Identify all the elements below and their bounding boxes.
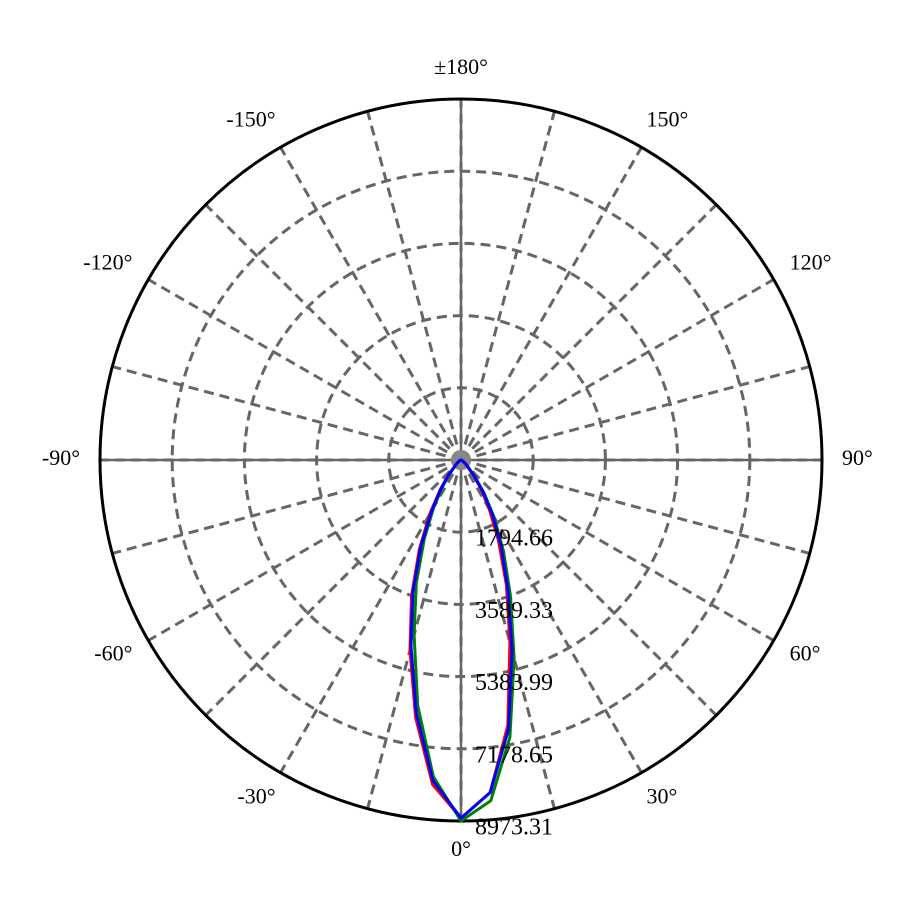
spoke: [204, 203, 463, 462]
grid-ring: [242, 241, 680, 679]
grid-ring: [170, 169, 752, 751]
spoke: [459, 458, 718, 717]
theta-tick-label: 30°: [647, 784, 678, 809]
spoke: [147, 458, 462, 642]
theta-tick-label: 120°: [790, 250, 832, 275]
spoke: [111, 458, 462, 555]
theta-tick-label: -90°: [42, 445, 80, 470]
spoke: [111, 365, 462, 462]
grid-ring: [315, 314, 607, 606]
spoke: [460, 458, 775, 642]
spoke: [459, 459, 643, 774]
spoke: [279, 459, 463, 774]
theta-tick-label: 0°: [451, 836, 471, 861]
theta-tick-label: ±180°: [434, 54, 488, 79]
grid-ring: [387, 386, 535, 534]
spoke: [204, 458, 463, 717]
spoke: [459, 110, 556, 461]
theta-tick-label: -150°: [226, 106, 275, 131]
spoke: [460, 458, 811, 555]
theta-tick-label: -120°: [83, 250, 132, 275]
series-line: [409, 458, 514, 821]
theta-tick-label: -30°: [237, 784, 275, 809]
r-tick-label: 5383.99: [475, 670, 553, 696]
r-tick-label: 3589.33: [475, 598, 553, 624]
theta-tick-label: 60°: [790, 641, 821, 666]
spoke: [460, 365, 811, 462]
spoke: [459, 146, 643, 461]
theta-tick-label: 150°: [647, 106, 689, 131]
r-tick-label: 7178.65: [475, 742, 553, 768]
theta-tick-label: 90°: [842, 445, 873, 470]
spoke: [147, 278, 462, 462]
r-tick-label: 1794.66: [475, 526, 553, 552]
theta-tick-label: -60°: [94, 641, 132, 666]
spoke: [459, 203, 718, 462]
r-tick-label: 8973.31: [475, 815, 553, 841]
spoke: [279, 146, 463, 461]
spoke: [459, 459, 556, 810]
spoke: [460, 278, 775, 462]
spoke: [366, 110, 463, 461]
